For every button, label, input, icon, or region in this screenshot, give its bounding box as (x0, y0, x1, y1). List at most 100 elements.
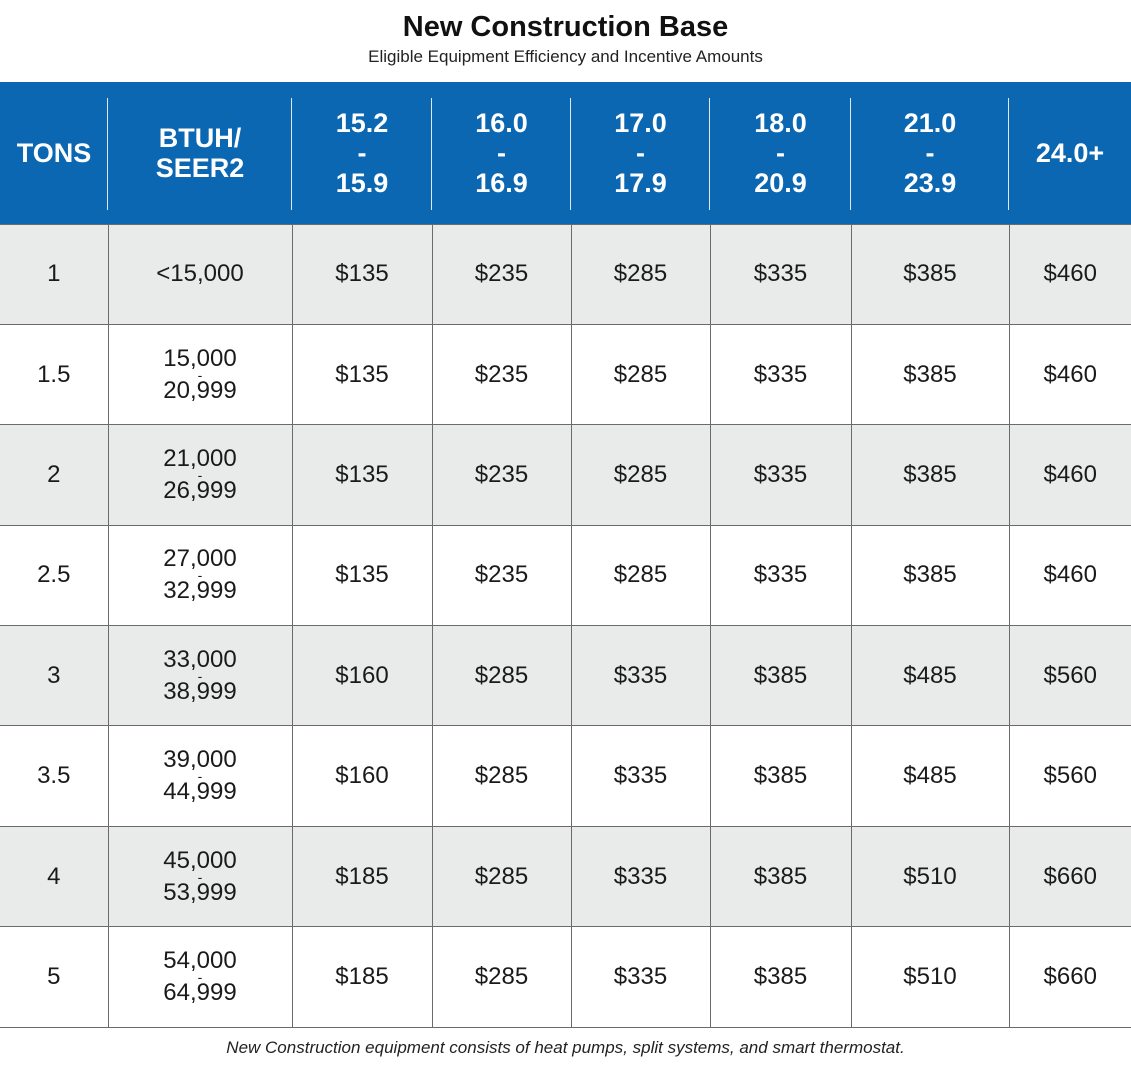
cell-incentive: $160 (292, 725, 433, 827)
header-range-dash: - (925, 137, 935, 168)
header-range-low: 15.2 (335, 107, 389, 138)
cell-incentive: $510 (851, 926, 1010, 1028)
header-range-1: 15.2 - 15.9 (292, 82, 432, 225)
cell-incentive: $160 (292, 625, 433, 727)
table-row: 3 33,000 - 38,999 $160 $285 $335 $385 $4… (0, 625, 1131, 727)
cell-incentive: $485 (851, 625, 1010, 727)
cell-incentive: $335 (571, 725, 711, 827)
table-row: 2.5 27,000 - 32,999 $135 $235 $285 $335 … (0, 525, 1131, 627)
btuh-dash: - (197, 667, 203, 684)
cell-incentive: $335 (710, 525, 852, 627)
header-range-low: 17.0 (614, 107, 667, 138)
cell-tons: 5 (0, 926, 109, 1028)
cell-incentive: $135 (292, 224, 433, 325)
incentive-table: TONS BTUH/ SEER2 15.2 - 15.9 16.0 - 16.9 (0, 82, 1131, 1028)
btuh-high: 44,999 (163, 778, 237, 806)
btuh-dash: - (197, 768, 203, 785)
cell-btuh: 27,000 - 32,999 (108, 525, 293, 627)
cell-tons: 1 (0, 224, 109, 325)
cell-incentive: $560 (1009, 625, 1131, 727)
btuh-high: 26,999 (163, 476, 237, 504)
btuh-low: 45,000 (163, 846, 237, 874)
btuh-dash: - (197, 968, 203, 985)
btuh-low: 15,000 (163, 344, 237, 372)
cell-incentive: $235 (432, 424, 572, 526)
cell-tons: 3.5 (0, 725, 109, 827)
btuh-low: 27,000 (163, 545, 237, 573)
header-range-high: 20.9 (754, 167, 807, 198)
cell-incentive: $285 (432, 926, 572, 1028)
btuh-dash: - (197, 466, 203, 483)
header-btuh-line1: BTUH/ (158, 122, 242, 153)
cell-incentive: $135 (292, 324, 433, 426)
btuh-low: <15,000 (156, 260, 244, 288)
cell-incentive: $560 (1009, 725, 1131, 827)
cell-incentive: $335 (710, 324, 852, 426)
cell-incentive: $385 (710, 926, 852, 1028)
cell-incentive: $460 (1009, 424, 1131, 526)
cell-incentive: $385 (851, 525, 1010, 627)
cell-incentive: $185 (292, 926, 433, 1028)
header-range-high: 16.9 (475, 167, 528, 198)
table-row: 4 45,000 - 53,999 $185 $285 $335 $385 $5… (0, 826, 1131, 928)
cell-incentive: $235 (432, 324, 572, 426)
page-title: New Construction Base (402, 11, 729, 43)
header-range-4: 18.0 - 20.9 (710, 82, 851, 225)
cell-btuh: <15,000 (108, 224, 293, 325)
header-range-high: 15.9 (335, 167, 389, 198)
cell-incentive: $135 (292, 424, 433, 526)
page-subtitle: Eligible Equipment Efficiency and Incent… (368, 47, 763, 66)
table-row: 1.5 15,000 - 20,999 $135 $235 $285 $335 … (0, 324, 1131, 426)
header-btuh-line2: SEER2 (155, 152, 245, 183)
table-row: 5 54,000 - 64,999 $185 $285 $335 $385 $5… (0, 926, 1131, 1028)
cell-incentive: $335 (710, 424, 852, 526)
header-range-6: 24.0+ (1009, 82, 1131, 225)
cell-btuh: 45,000 - 53,999 (108, 826, 293, 928)
cell-tons: 2 (0, 424, 109, 526)
cell-incentive: $385 (710, 625, 852, 727)
btuh-high: 20,999 (163, 376, 237, 404)
cell-incentive: $385 (851, 224, 1010, 325)
btuh-dash: - (197, 868, 203, 885)
btuh-high: 38,999 (163, 677, 237, 705)
header-range-dash: - (636, 137, 645, 168)
btuh-low: 54,000 (163, 946, 237, 974)
cell-incentive: $285 (571, 324, 711, 426)
cell-incentive: $460 (1009, 525, 1131, 627)
cell-incentive: $135 (292, 525, 433, 627)
cell-btuh: 21,000 - 26,999 (108, 424, 293, 526)
cell-incentive: $335 (571, 826, 711, 928)
footnote: New Construction equipment consists of h… (226, 1038, 905, 1057)
cell-incentive: $285 (432, 725, 572, 827)
cell-incentive: $385 (851, 324, 1010, 426)
cell-incentive: $235 (432, 525, 572, 627)
cell-incentive: $285 (571, 424, 711, 526)
header-range-high: 17.9 (614, 167, 667, 198)
cell-incentive: $385 (851, 424, 1010, 526)
cell-btuh: 39,000 - 44,999 (108, 725, 293, 827)
header-range-dash: - (776, 137, 785, 168)
cell-incentive: $285 (432, 826, 572, 928)
header-range-dash: - (357, 137, 367, 168)
cell-btuh: 54,000 - 64,999 (108, 926, 293, 1028)
cell-incentive: $285 (571, 224, 711, 325)
header-range-high: 23.9 (903, 167, 957, 198)
cell-incentive: $485 (851, 725, 1010, 827)
cell-btuh: 15,000 - 20,999 (108, 324, 293, 426)
header-range-5: 21.0 - 23.9 (851, 82, 1009, 225)
cell-incentive: $385 (710, 826, 852, 928)
cell-incentive: $285 (571, 525, 711, 627)
btuh-dash: - (197, 366, 203, 383)
cell-incentive: $660 (1009, 826, 1131, 928)
cell-tons: 3 (0, 625, 109, 727)
cell-btuh: 33,000 - 38,999 (108, 625, 293, 727)
header-range-low: 21.0 (903, 107, 957, 138)
btuh-low: 39,000 (163, 746, 237, 774)
header-range-3: 17.0 - 17.9 (571, 82, 710, 225)
cell-incentive: $335 (571, 926, 711, 1028)
table-row: 2 21,000 - 26,999 $135 $235 $285 $335 $3… (0, 424, 1131, 526)
header-range-dash: - (497, 137, 506, 168)
btuh-high: 53,999 (163, 878, 237, 906)
btuh-low: 21,000 (163, 444, 237, 472)
table-header-row: TONS BTUH/ SEER2 15.2 - 15.9 16.0 - 16.9 (0, 82, 1131, 225)
